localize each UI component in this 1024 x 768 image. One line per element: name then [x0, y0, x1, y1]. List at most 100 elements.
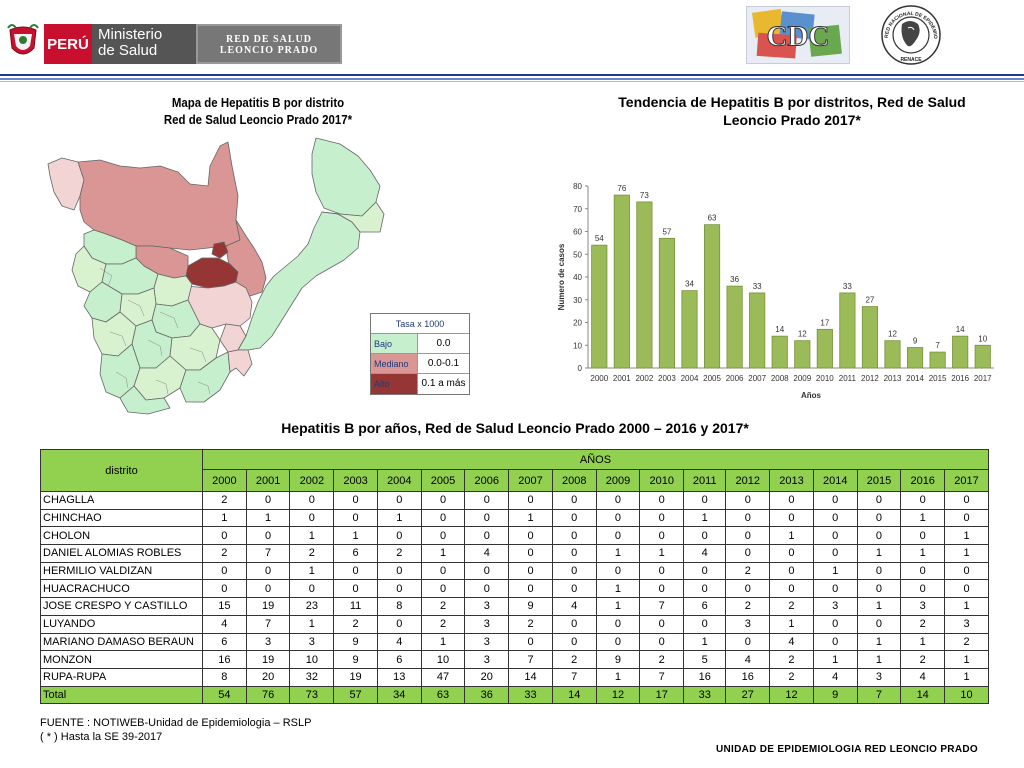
year-header-2015: 2015: [856, 469, 902, 492]
table-cell: 76: [245, 685, 291, 705]
table-cell: 27: [725, 685, 771, 705]
renace-sub: RENACE: [900, 57, 922, 63]
table-cell: 0: [725, 508, 771, 528]
map-region-alto-small: [211, 241, 229, 259]
bar-chart: 0 10 20 30 40 50 60 70 80 54 2000 76 2001 73 2002 57 200…: [557, 182, 994, 400]
table-cell: 4: [683, 544, 727, 563]
bar-2016: [952, 335, 969, 369]
table-cell: 33: [683, 685, 727, 705]
source-note: FUENTE : NOTIWEB-Unidad de Epidemiologia…: [40, 716, 311, 744]
table-cell: 0: [245, 491, 291, 510]
table-cell: 0: [508, 526, 553, 546]
table-cell: 0: [639, 579, 685, 599]
legend-value-alto: 0.1 a más: [421, 378, 466, 389]
table-cell: 0: [595, 632, 641, 652]
table-cell: 0: [595, 561, 641, 581]
table-cell: 0: [856, 491, 902, 510]
table-cell: 12: [769, 685, 814, 705]
table-cell: 7: [639, 597, 685, 616]
table-cell: 6: [683, 597, 727, 616]
table-cell: 3: [464, 650, 510, 669]
table-cell: 1: [683, 508, 727, 528]
table-cell: 2: [202, 544, 247, 563]
table-cell: 1: [900, 508, 946, 528]
data-label-2012: 27: [865, 296, 874, 305]
table-cell: 1: [944, 526, 989, 546]
red-line1: RED DE SALUD: [226, 34, 312, 45]
table-cell: 1: [812, 650, 858, 669]
table-cell: 0: [508, 579, 553, 599]
table-cell: 0: [856, 579, 902, 599]
table-cell: 2: [725, 561, 771, 581]
x-tick-label-2008: 2008: [771, 374, 789, 383]
table-cell: 8: [376, 597, 422, 616]
table-cell: 47: [420, 667, 466, 687]
map-legend: Tasa x 1000 Bajo 0.0 Mediano 0.0-0.1 Alt…: [370, 313, 470, 395]
table-cell: 14: [551, 685, 597, 705]
table-cell: 10: [944, 685, 989, 705]
table-cell: 0: [812, 526, 858, 546]
table-cell: 7: [639, 667, 685, 687]
table-cell: 7: [245, 544, 291, 563]
table-cell: 0: [551, 491, 597, 510]
table-cell: 0: [551, 561, 597, 581]
table-cell: 0: [245, 526, 291, 546]
table-cell: 7: [508, 650, 553, 669]
table-cell: 1: [595, 667, 641, 687]
data-label-2013: 12: [888, 330, 897, 339]
table-cell: 15: [202, 597, 247, 616]
year-header-2007: 2007: [508, 469, 553, 492]
table-cell: 0: [769, 579, 814, 599]
year-header-2011: 2011: [683, 469, 727, 492]
table-cell: 7: [551, 667, 597, 687]
table-cell: 2: [420, 614, 466, 634]
table-cell: 0: [944, 508, 989, 528]
table-cell: 0: [725, 632, 771, 652]
x-tick-label-2002: 2002: [635, 374, 653, 383]
cdc-label: CDC: [767, 21, 830, 53]
bar-2004: [681, 290, 698, 369]
x-tick-label-2009: 2009: [793, 374, 811, 383]
table-cell: 0: [376, 561, 422, 581]
y-tick-label: 20: [573, 319, 582, 328]
x-tick-label-2015: 2015: [929, 374, 947, 383]
bar-2017: [974, 344, 991, 369]
table-cell: 0: [769, 491, 814, 510]
x-tick-label-2005: 2005: [703, 374, 721, 383]
table-cell: 0: [289, 508, 335, 528]
source-line2: ( * ) Hasta la SE 39-2017: [40, 731, 163, 743]
table-cell: 13: [376, 667, 422, 687]
district-name: Total: [40, 685, 203, 705]
year-header-2002: 2002: [289, 469, 335, 492]
table-cell: 1: [769, 614, 814, 634]
table-cell: 19: [333, 667, 378, 687]
table-cell: 1: [944, 597, 989, 616]
chart-title: Tendencia de Hepatitis B por distritos, …: [618, 94, 966, 128]
district-name: CHINCHAO: [40, 508, 203, 528]
table-cell: 3: [900, 597, 946, 616]
table-cell: 1: [376, 508, 422, 528]
bar-2013: [884, 340, 901, 369]
table-cell: 0: [464, 561, 510, 581]
table-cell: 6: [376, 650, 422, 669]
footer-text: UNIDAD DE EPIDEMIOLOGIA RED LEONCIO PRAD…: [716, 744, 978, 755]
x-tick-label-2017: 2017: [974, 374, 992, 383]
source-line1: FUENTE : NOTIWEB-Unidad de Epidemiologia…: [40, 717, 312, 729]
table-cell: 0: [595, 491, 641, 510]
table-cell: 2: [725, 597, 771, 616]
table-cell: 3: [464, 614, 510, 634]
peru-label: PERÚ: [47, 35, 89, 53]
table-cell: 0: [639, 491, 685, 510]
y-axis-label: Numero de casos: [557, 243, 566, 310]
table-cell: 0: [639, 526, 685, 546]
district-name: MONZON: [40, 650, 203, 669]
table-cell: 0: [900, 491, 946, 510]
table-cell: 0: [289, 491, 335, 510]
table-cell: 0: [420, 561, 466, 581]
table-cell: 1: [856, 632, 902, 652]
table-cell: 0: [683, 579, 727, 599]
col-group-anos: AÑOS: [202, 449, 989, 470]
table-cell: 0: [595, 508, 641, 528]
legend-row-bajo: Bajo 0.0: [371, 334, 469, 354]
district-map: [47, 137, 385, 415]
